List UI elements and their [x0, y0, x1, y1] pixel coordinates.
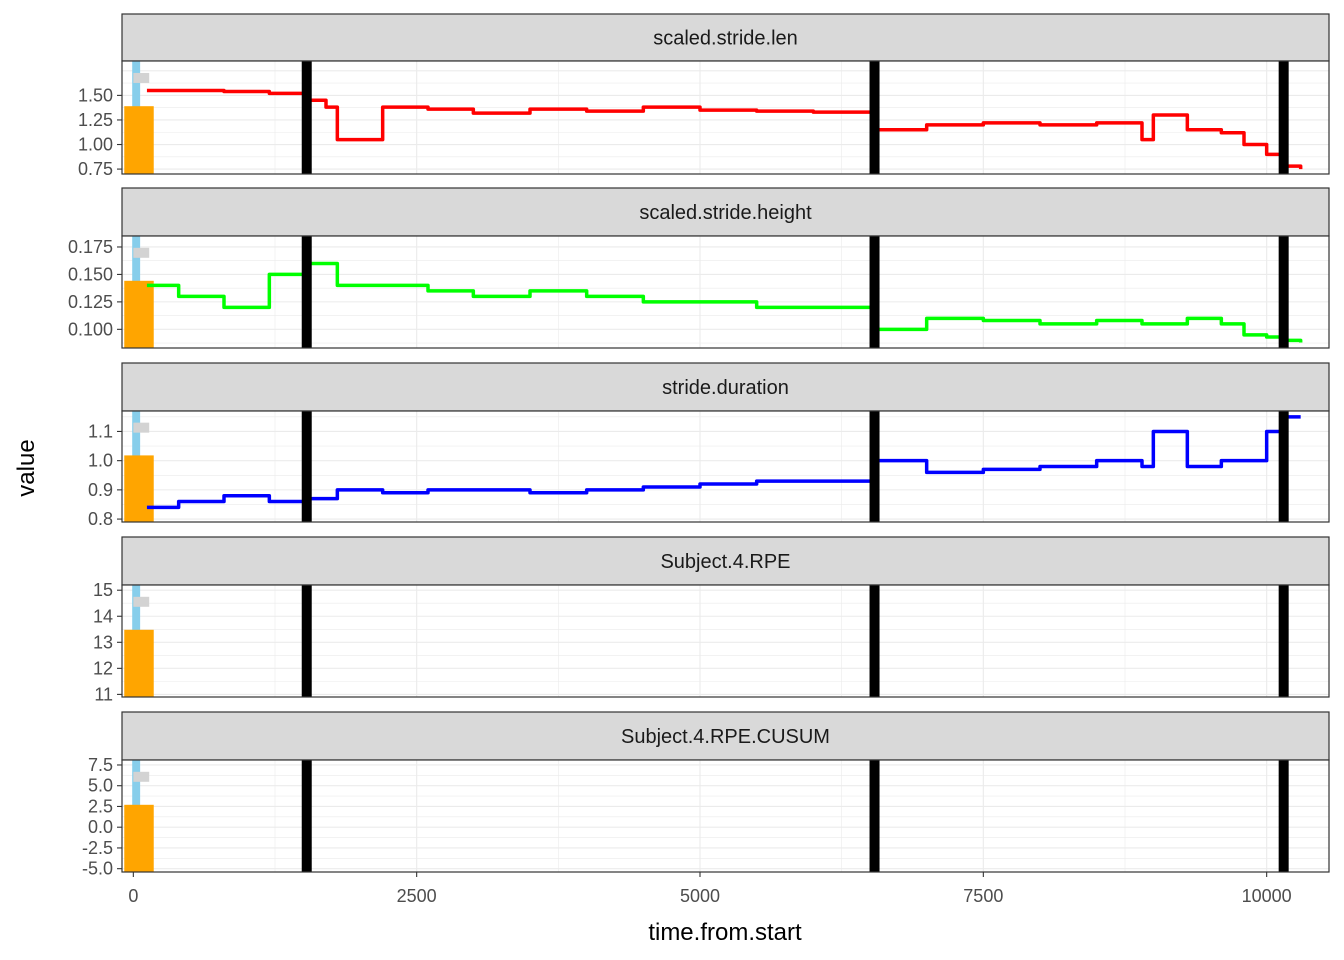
series-line — [146, 415, 1301, 510]
panel-border — [121, 584, 1330, 698]
facet-strip — [121, 711, 1330, 761]
y-tick-label: -2.5 — [82, 838, 113, 858]
panel-background — [122, 760, 1329, 872]
y-tick-label: -5.0 — [82, 859, 113, 879]
facet-strip — [121, 536, 1330, 586]
changepoint-line — [301, 585, 312, 697]
facet-strip-label: Subject.4.RPE — [660, 551, 790, 573]
overlay-marker-grey — [133, 422, 150, 433]
changepoint-line — [869, 760, 880, 872]
x-axis-title: time.from.start — [648, 919, 802, 946]
y-tick-label: 12 — [93, 658, 113, 678]
y-tick-label: 0.175 — [68, 237, 113, 257]
facet-panel: Subject.4.RPE.CUSUM -5.0-2.50.02.55.07.5 — [82, 711, 1330, 879]
facet-panel: scaled.stride.height 0.100 0.125 0.150 0.175 — [68, 187, 1330, 349]
changepoint-line — [1278, 411, 1289, 522]
y-tick-label: 5.0 — [88, 776, 113, 796]
facet-panel: scaled.stride.len 0.75 1.00 1.25 1.50 — [78, 13, 1330, 179]
changepoint-line — [1278, 61, 1289, 174]
facet-panel: Subject.4.RPE 11 12 13 14 15 — [93, 536, 1330, 704]
y-tick-label: 1.25 — [78, 110, 113, 130]
y-tick-label: 15 — [93, 580, 113, 600]
changepoint-line — [301, 61, 312, 174]
y-tick-label: 14 — [93, 606, 113, 626]
y-tick-label: 11 — [94, 684, 113, 704]
x-tick-label: 0 — [128, 886, 138, 906]
y-tick-label: 0.9 — [88, 480, 113, 500]
changepoint-line — [1278, 760, 1289, 872]
overlay-marker-grey — [133, 771, 150, 782]
changepoint-line — [301, 760, 312, 872]
y-tick-label: 1.00 — [78, 135, 113, 155]
facet-strip-label: scaled.stride.height — [639, 202, 812, 224]
overlay-bar-orange — [124, 280, 154, 348]
changepoint-line — [869, 61, 880, 174]
overlay-bar-orange — [124, 455, 154, 522]
y-tick-label: 2.5 — [88, 796, 113, 816]
y-tick-label: 0.125 — [68, 292, 113, 312]
y-tick-label: 7.5 — [88, 755, 113, 775]
changepoint-line — [869, 585, 880, 697]
series-line — [146, 88, 1303, 170]
x-tick-label: 5000 — [680, 886, 720, 906]
x-tick-label: 7500 — [963, 886, 1003, 906]
facet-strip-label: Subject.4.RPE.CUSUM — [621, 726, 830, 748]
facet-strip-label: stride.duration — [662, 377, 789, 399]
y-tick-label: 1.1 — [88, 421, 113, 441]
panel-border — [121, 759, 1330, 873]
facet-strip-label: scaled.stride.len — [653, 28, 798, 50]
panels-layer: scaled.stride.len0.751.001.251.50scaled.… — [68, 13, 1330, 879]
y-axis-title: value — [13, 439, 40, 496]
overlay-bar-orange — [124, 106, 154, 174]
y-tick-label: 1.0 — [88, 451, 113, 471]
facet-strip — [121, 187, 1330, 237]
facet-panel: stride.duration 0.8 0.9 1.0 1.1 — [88, 362, 1330, 529]
y-tick-label: 0.0 — [88, 817, 113, 837]
changepoint-line — [1278, 236, 1289, 348]
y-tick-label: 0.150 — [68, 264, 113, 284]
x-tick-label: 2500 — [397, 886, 437, 906]
changepoint-line — [869, 411, 880, 522]
facet-strip — [121, 13, 1330, 62]
y-tick-label: 0.75 — [78, 159, 113, 179]
y-tick-label: 0.100 — [68, 319, 113, 339]
x-axis: 0 2500 5000 7500 10000 — [128, 872, 1292, 906]
facet-strip — [121, 362, 1330, 412]
overlay-bar-orange — [124, 804, 154, 872]
panel-background — [122, 585, 1329, 697]
panel-background — [122, 411, 1329, 522]
y-tick-label: 0.8 — [88, 509, 113, 529]
panel-border — [121, 60, 1330, 175]
changepoint-line — [869, 236, 880, 348]
changepoint-line — [1278, 585, 1289, 697]
y-tick-label: 1.50 — [78, 85, 113, 105]
changepoint-line — [301, 236, 312, 348]
panel-border — [121, 410, 1330, 523]
panel-background — [122, 61, 1329, 174]
changepoint-line — [301, 411, 312, 522]
overlay-bar-orange — [124, 629, 154, 697]
x-tick-label: 10000 — [1242, 886, 1292, 906]
y-tick-label: 13 — [93, 632, 113, 652]
overlay-marker-grey — [133, 72, 150, 83]
overlay-marker-grey — [133, 596, 150, 607]
panel-border — [121, 235, 1330, 349]
overlay-marker-grey — [133, 247, 150, 258]
